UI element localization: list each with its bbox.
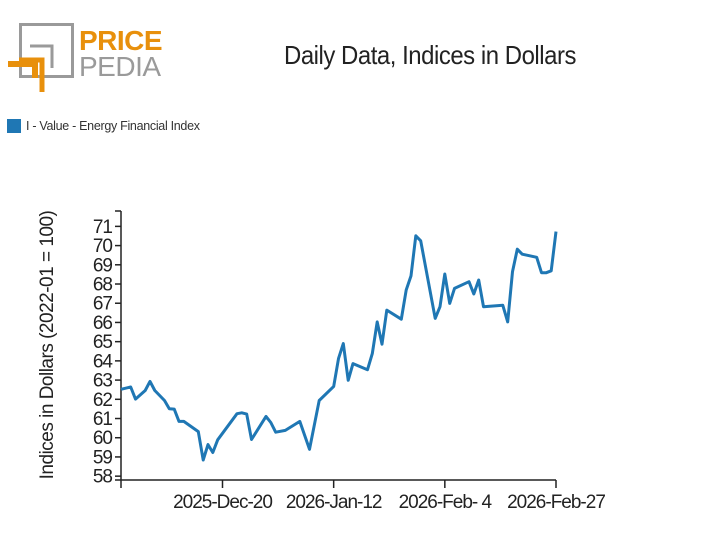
data-point <box>549 269 553 273</box>
data-point <box>515 247 519 251</box>
data-point <box>453 286 457 290</box>
x-tick-label: 2026-Jan-12 <box>286 492 382 513</box>
y-tick-label: 68 <box>93 275 113 296</box>
data-point <box>535 255 539 259</box>
legend-label: I - Value - Energy Financial Index <box>26 119 200 133</box>
data-point <box>370 352 374 356</box>
data-point <box>153 388 157 392</box>
y-tick-label: 58 <box>93 467 113 488</box>
data-point <box>409 274 413 278</box>
data-point <box>245 412 249 416</box>
x-tick-label: 2025-Dec-20 <box>173 492 272 513</box>
data-point <box>240 411 244 415</box>
data-point <box>501 303 505 307</box>
data-point <box>148 379 152 383</box>
y-tick-label: 67 <box>93 294 113 315</box>
data-point <box>129 385 133 389</box>
data-point <box>443 272 447 276</box>
data-point <box>540 271 544 275</box>
y-tick-label: 64 <box>93 351 114 372</box>
data-point <box>467 280 471 284</box>
y-tick-label: 71 <box>93 217 113 238</box>
y-tick-label: 59 <box>93 447 113 468</box>
data-point <box>472 292 476 296</box>
data-point <box>511 270 515 274</box>
data-point <box>385 308 389 312</box>
data-point <box>274 430 278 434</box>
data-point <box>317 398 321 402</box>
y-axis-title: Indices in Dollars (2022-01 = 100) <box>37 210 58 479</box>
data-point <box>177 419 181 423</box>
data-point <box>201 458 205 462</box>
data-point <box>506 320 510 324</box>
y-tick-label: 66 <box>93 313 113 334</box>
data-point <box>351 362 355 366</box>
chart-title: Daily Data, Indices in Dollars <box>284 40 576 70</box>
data-point <box>477 278 481 282</box>
data-point <box>283 428 287 432</box>
x-tick-label: 2026-Feb-27 <box>507 492 605 513</box>
data-point <box>250 437 254 441</box>
legend-swatch <box>7 119 21 133</box>
data-point <box>346 378 350 382</box>
y-tick-label: 70 <box>93 236 113 257</box>
data-point <box>119 387 123 391</box>
data-point <box>206 443 210 447</box>
data-point <box>172 407 176 411</box>
data-point <box>143 388 147 392</box>
data-point <box>211 451 215 455</box>
series-line <box>120 231 558 462</box>
y-tick-label: 69 <box>93 255 113 276</box>
logo-text-price: PRICE <box>79 25 162 56</box>
data-point <box>196 430 200 434</box>
data-point <box>380 342 384 346</box>
data-point <box>448 301 452 305</box>
data-point <box>308 447 312 451</box>
data-point <box>341 342 345 346</box>
data-point <box>414 234 418 238</box>
data-point <box>419 239 423 243</box>
pricepedia-logo: PRICE PEDIA <box>8 23 163 92</box>
data-point <box>520 252 524 256</box>
legend: I - Value - Energy Financial Index <box>7 119 200 133</box>
data-point <box>366 368 370 372</box>
data-point <box>264 414 268 418</box>
data-point <box>235 412 239 416</box>
y-tick-label: 65 <box>93 332 113 353</box>
data-point <box>134 397 138 401</box>
x-tick-label: 2026-Feb- 4 <box>399 492 493 513</box>
data-point <box>433 316 437 320</box>
y-tick-label: 62 <box>93 390 113 411</box>
data-point <box>332 384 336 388</box>
data-point <box>337 357 341 361</box>
data-point <box>438 305 442 309</box>
data-point <box>182 419 186 423</box>
data-point <box>216 438 220 442</box>
y-tick-label: 63 <box>93 371 113 392</box>
y-tick-label: 60 <box>93 428 113 449</box>
y-tick-label: 61 <box>93 409 113 430</box>
data-point <box>163 398 167 402</box>
data-point <box>399 317 403 321</box>
data-point <box>404 288 408 292</box>
data-point <box>482 305 486 309</box>
data-point <box>544 271 548 275</box>
data-point <box>269 421 273 425</box>
data-point <box>375 320 379 324</box>
data-point <box>298 419 302 423</box>
logo-text-pedia: PEDIA <box>79 51 161 82</box>
data-point <box>167 407 171 411</box>
data-point <box>554 230 558 234</box>
